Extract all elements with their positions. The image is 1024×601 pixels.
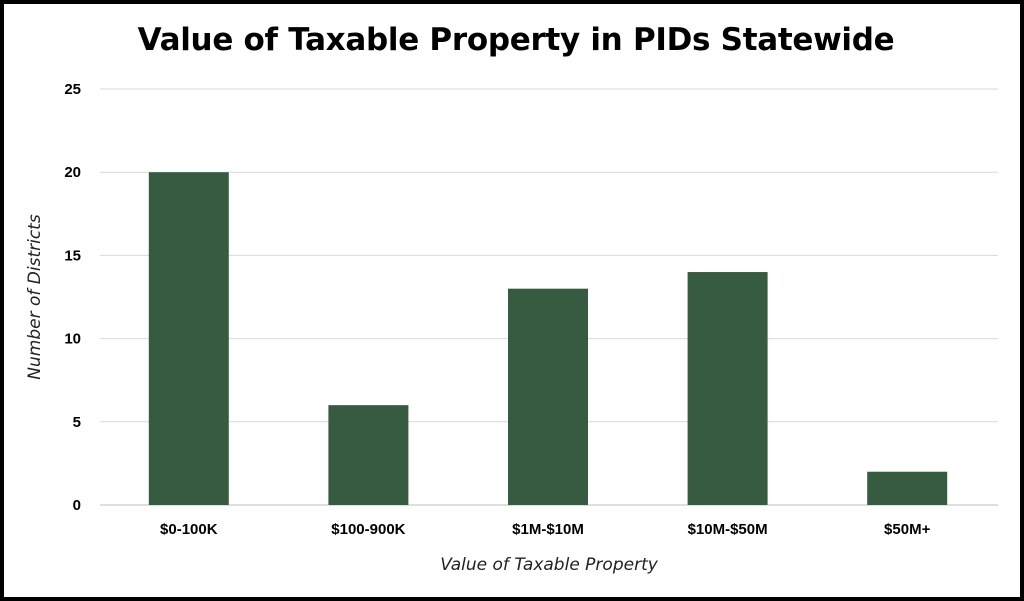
y-axis-ticks: 0 5 10 15 20 25 <box>64 81 81 514</box>
bar <box>328 405 409 505</box>
bar <box>867 471 948 505</box>
x-axis-title: Value of Taxable Property <box>440 555 659 575</box>
bar <box>508 288 588 505</box>
y-tick-label: 5 <box>73 414 81 431</box>
x-tick-label: $1M-$10M <box>512 521 584 538</box>
x-tick-label: $100-900K <box>331 521 405 538</box>
bar <box>687 272 768 505</box>
bar <box>148 172 229 505</box>
x-axis-ticks: $0-100K $100-900K $1M-$10M $10M-$50M $50M+ <box>160 521 931 538</box>
chart-title: Value of Taxable Property in PIDs Statew… <box>137 22 895 58</box>
x-tick-label: $0-100K <box>160 521 218 538</box>
y-tick-label: 10 <box>64 331 81 348</box>
y-tick-label: 20 <box>64 164 81 181</box>
x-tick-label: $10M-$50M <box>688 521 768 538</box>
x-tick-label: $50M+ <box>884 521 931 538</box>
y-tick-label: 25 <box>64 81 81 98</box>
y-tick-label: 15 <box>64 247 81 264</box>
y-tick-label: 0 <box>73 497 81 514</box>
y-axis-title: Number of Districts <box>25 214 45 380</box>
bars <box>148 172 948 505</box>
